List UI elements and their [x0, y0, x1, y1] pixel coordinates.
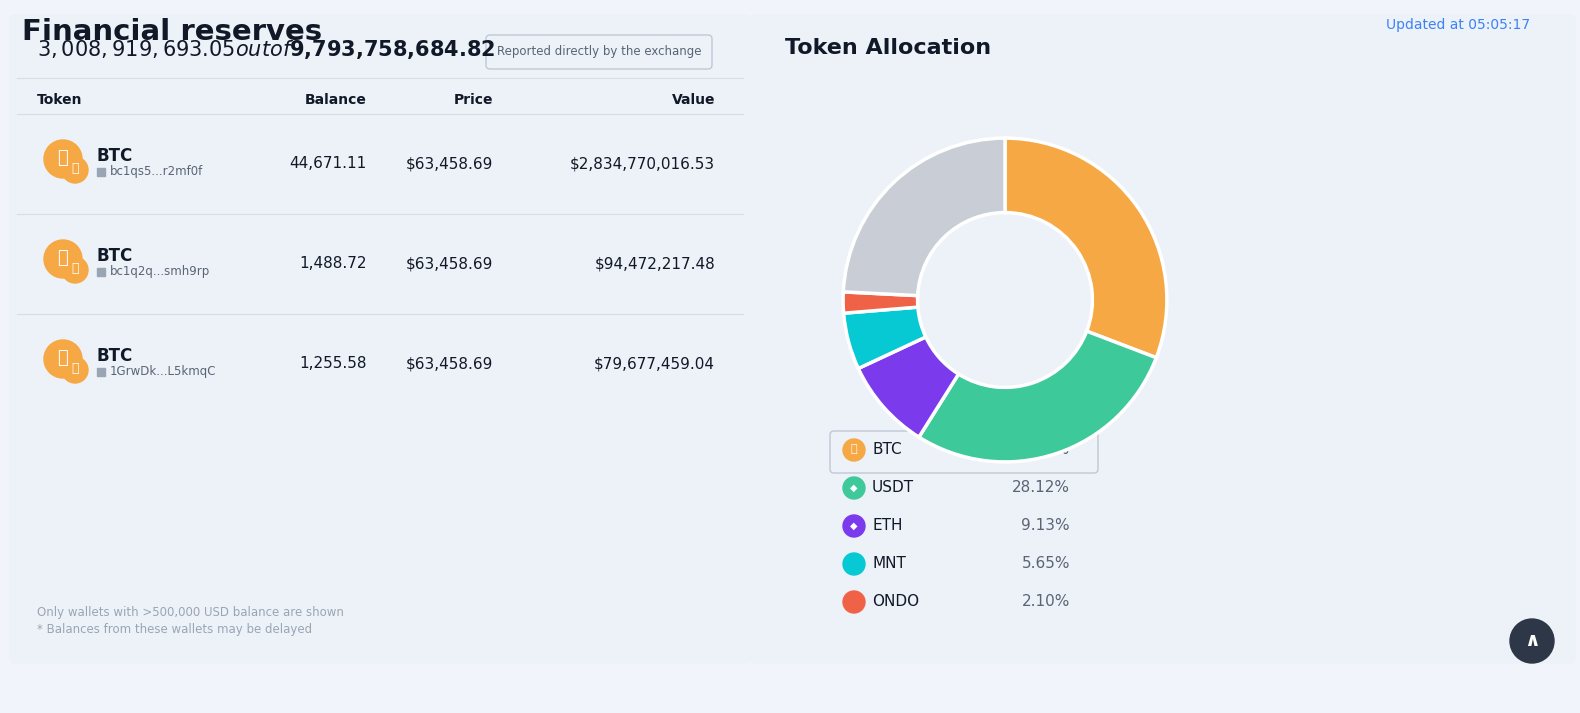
Text: ETH: ETH — [872, 518, 902, 533]
Text: ONDO: ONDO — [872, 595, 920, 610]
Text: $63,458.69: $63,458.69 — [406, 356, 493, 371]
Text: bc1q2q...smh9rp: bc1q2q...smh9rp — [111, 265, 210, 279]
Text: ◆: ◆ — [850, 483, 858, 493]
Text: ₿: ₿ — [71, 163, 79, 175]
Text: Balance: Balance — [305, 93, 367, 107]
Text: 1,255.58: 1,255.58 — [300, 356, 367, 371]
Circle shape — [44, 240, 82, 278]
Text: 5.65%: 5.65% — [1022, 557, 1070, 572]
Text: ∧: ∧ — [1525, 630, 1540, 650]
Circle shape — [62, 357, 88, 383]
Circle shape — [844, 439, 864, 461]
Text: Value: Value — [672, 93, 716, 107]
Circle shape — [44, 340, 82, 378]
Circle shape — [844, 477, 864, 499]
Text: BTC: BTC — [96, 147, 133, 165]
FancyBboxPatch shape — [830, 431, 1098, 473]
Circle shape — [44, 140, 82, 178]
Text: $94,472,217.48: $94,472,217.48 — [594, 257, 716, 272]
Text: bc1qs5...r2mf0f: bc1qs5...r2mf0f — [111, 165, 204, 178]
Circle shape — [844, 515, 864, 537]
Text: Price: Price — [453, 93, 493, 107]
Wedge shape — [844, 307, 926, 369]
Text: ₿: ₿ — [850, 444, 858, 454]
Text: BTC: BTC — [96, 347, 133, 365]
Text: Financial reserves: Financial reserves — [22, 18, 322, 46]
Text: 28.12%: 28.12% — [1013, 481, 1070, 496]
Text: 44,671.11: 44,671.11 — [289, 156, 367, 172]
Text: 2.10%: 2.10% — [1022, 595, 1070, 610]
Text: $79,677,459.04: $79,677,459.04 — [594, 356, 716, 371]
Text: ◆: ◆ — [850, 520, 858, 530]
Circle shape — [1510, 619, 1555, 663]
Text: ₿: ₿ — [71, 362, 79, 376]
Text: ₿: ₿ — [57, 149, 68, 167]
Wedge shape — [844, 292, 918, 313]
Bar — [96, 368, 104, 376]
Text: 9.13%: 9.13% — [1021, 518, 1070, 533]
Text: Token: Token — [36, 93, 82, 107]
FancyBboxPatch shape — [749, 14, 1575, 664]
Wedge shape — [844, 138, 1005, 296]
Text: ₿: ₿ — [57, 349, 68, 367]
Wedge shape — [858, 337, 959, 437]
Text: Only wallets with >500,000 USD balance are shown: Only wallets with >500,000 USD balance a… — [36, 606, 344, 619]
Circle shape — [62, 157, 88, 183]
Text: 1GrwDk...L5kmqC: 1GrwDk...L5kmqC — [111, 366, 216, 379]
Text: Reported directly by the exchange: Reported directly by the exchange — [496, 46, 702, 58]
Text: Updated at 05:05:17: Updated at 05:05:17 — [1386, 18, 1529, 32]
Wedge shape — [1005, 138, 1168, 358]
Text: BTC: BTC — [872, 443, 902, 458]
Text: $63,458.69: $63,458.69 — [406, 156, 493, 172]
Text: 1,488.72: 1,488.72 — [300, 257, 367, 272]
Bar — [96, 268, 104, 276]
Text: 30.80%: 30.80% — [1011, 443, 1070, 458]
Text: MNT: MNT — [872, 557, 905, 572]
Text: USDT: USDT — [872, 481, 915, 496]
Circle shape — [844, 553, 864, 575]
Circle shape — [844, 591, 864, 613]
Text: $2,834,770,016.53: $2,834,770,016.53 — [570, 156, 716, 172]
Wedge shape — [920, 331, 1157, 462]
Text: $3,008,919,693.05 out of $9,793,758,684.82: $3,008,919,693.05 out of $9,793,758,684.… — [36, 38, 495, 61]
Text: * Balances from these wallets may be delayed: * Balances from these wallets may be del… — [36, 623, 313, 636]
Text: ₿: ₿ — [57, 249, 68, 267]
Text: Token Allocation: Token Allocation — [785, 38, 991, 58]
Text: ₿: ₿ — [71, 262, 79, 275]
FancyBboxPatch shape — [487, 35, 713, 69]
Text: BTC: BTC — [96, 247, 133, 265]
Text: $63,458.69: $63,458.69 — [406, 257, 493, 272]
FancyBboxPatch shape — [9, 14, 750, 664]
Circle shape — [62, 257, 88, 283]
Bar — [96, 168, 104, 176]
